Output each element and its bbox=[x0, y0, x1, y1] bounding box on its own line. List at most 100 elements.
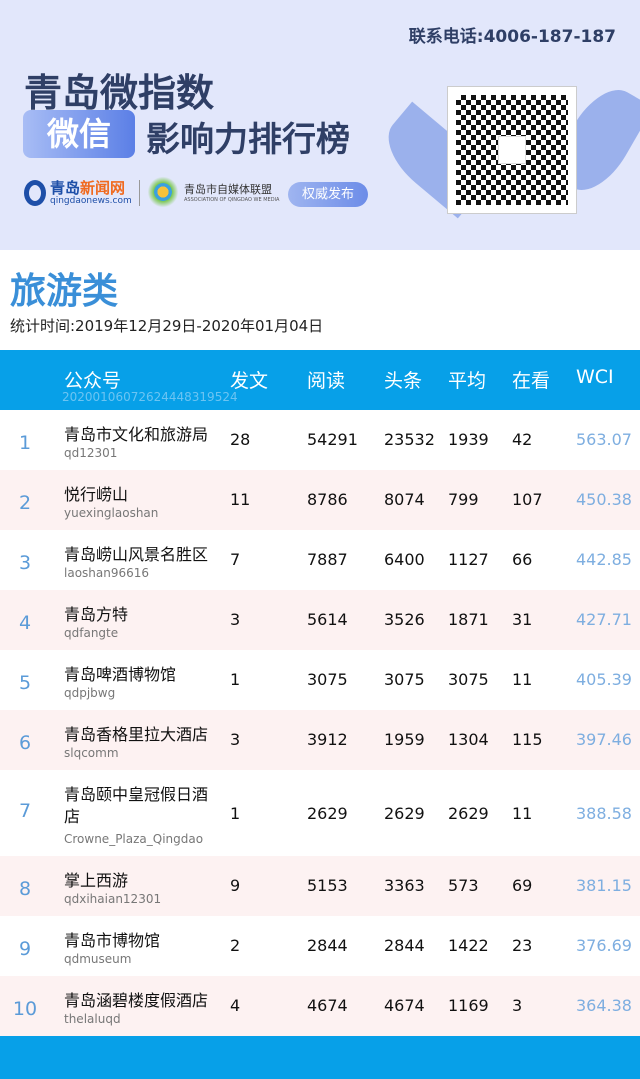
account-id: qdpjbwg bbox=[64, 686, 116, 700]
logo1-name-a: 青岛 bbox=[50, 178, 81, 197]
avg-reads: 1422 bbox=[448, 936, 489, 955]
likes: 66 bbox=[512, 550, 533, 569]
wci-score: 427.71 bbox=[576, 610, 632, 629]
rank: 2 bbox=[18, 492, 32, 514]
banner: 联系电话:4006-187-187 青岛微指数 微信 影响力排行榜 青岛新闻网 … bbox=[0, 0, 640, 250]
rank: 9 bbox=[18, 938, 32, 960]
account-id: thelaluqd bbox=[64, 1012, 121, 1026]
posts: 3 bbox=[230, 610, 241, 629]
posts: 28 bbox=[230, 430, 251, 449]
posts: 1 bbox=[230, 670, 241, 689]
rank: 3 bbox=[18, 552, 32, 574]
table-row: 3 青岛崂山风景名胜区 laoshan96616 7 7887 6400 112… bbox=[0, 530, 640, 590]
table-row: 9 青岛市博物馆 qdmuseum 2 2844 2844 1422 23 37… bbox=[0, 916, 640, 976]
avg-reads: 1127 bbox=[448, 550, 489, 569]
account-id: yuexinglaoshan bbox=[64, 506, 159, 520]
headline-reads: 2844 bbox=[384, 936, 425, 955]
table-row: 5 青岛啤酒博物馆 qdpjbwg 1 3075 3075 3075 11 40… bbox=[0, 650, 640, 710]
account-name: 青岛香格里拉大酒店 bbox=[64, 725, 209, 744]
logo2-en: ASSOCIATION OF QINGDAO WE MEDIA bbox=[184, 197, 280, 203]
stat-period: 统计时间:2019年12月29日-2020年01月04日 bbox=[10, 317, 324, 335]
category-title: 旅游类 bbox=[10, 271, 119, 312]
likes: 11 bbox=[512, 670, 533, 689]
account-name: 青岛崂山风景名胜区 bbox=[64, 545, 209, 564]
account-name: 青岛市文化和旅游局 bbox=[64, 425, 209, 444]
posts: 1 bbox=[230, 804, 241, 823]
col-avg: 平均 bbox=[448, 370, 487, 392]
phone-number: 联系电话:4006-187-187 bbox=[408, 27, 616, 47]
account-name: 掌上西游 bbox=[64, 871, 129, 890]
account-name: 青岛市博物馆 bbox=[64, 931, 161, 950]
avg-reads: 1939 bbox=[448, 430, 489, 449]
col-headline: 头条 bbox=[384, 370, 423, 392]
avg-reads: 799 bbox=[448, 490, 479, 509]
publish-badge: 权威发布 bbox=[288, 182, 368, 207]
posts: 2 bbox=[230, 936, 241, 955]
table-code: 20200106072624448319524 bbox=[62, 390, 238, 404]
avg-reads: 1304 bbox=[448, 730, 489, 749]
banner-subtitle: 影响力排行榜 bbox=[146, 120, 350, 160]
we-media-association-logo: 青岛市自媒体联盟 ASSOCIATION OF QINGDAO WE MEDIA bbox=[148, 176, 279, 208]
headline-reads: 23532 bbox=[384, 430, 435, 449]
reads: 8786 bbox=[307, 490, 348, 509]
reads: 4674 bbox=[307, 996, 348, 1015]
account-name: 青岛涵碧楼度假酒店 bbox=[64, 991, 209, 1010]
reads: 2844 bbox=[307, 936, 348, 955]
logo1-name-b: 新闻网 bbox=[80, 178, 126, 197]
table-row: 2 悦行崂山 yuexinglaoshan 11 8786 8074 799 1… bbox=[0, 470, 640, 530]
rank: 10 bbox=[12, 998, 38, 1020]
rank: 7 bbox=[18, 800, 32, 822]
reads: 54291 bbox=[307, 430, 358, 449]
logo2-name: 青岛市自媒体联盟 bbox=[184, 183, 272, 196]
wci-score: 405.39 bbox=[576, 670, 632, 689]
account-id: laoshan96616 bbox=[64, 566, 150, 580]
wci-score: 563.07 bbox=[576, 430, 632, 449]
posts: 3 bbox=[230, 730, 241, 749]
account-id: qd12301 bbox=[64, 446, 118, 460]
col-posts: 发文 bbox=[230, 370, 269, 392]
wci-score: 397.46 bbox=[576, 730, 632, 749]
likes: 11 bbox=[512, 804, 533, 823]
avg-reads: 1169 bbox=[448, 996, 489, 1015]
rank: 4 bbox=[18, 612, 32, 634]
headline-reads: 3363 bbox=[384, 876, 425, 895]
table-header: 公众号 发文 阅读 头条 平均 在看 WCI 20200106072624448… bbox=[0, 350, 640, 410]
headline-reads: 1959 bbox=[384, 730, 425, 749]
account-id: Crowne_Plaza_Qingdao bbox=[64, 832, 204, 846]
col-wci: WCI bbox=[576, 366, 614, 388]
likes: 42 bbox=[512, 430, 533, 449]
table-row: 4 青岛方特 qdfangte 3 5614 3526 1871 31 427.… bbox=[0, 590, 640, 650]
avg-reads: 573 bbox=[448, 876, 479, 895]
headline-reads: 4674 bbox=[384, 996, 425, 1015]
reads: 7887 bbox=[307, 550, 348, 569]
likes: 23 bbox=[512, 936, 533, 955]
rank: 8 bbox=[18, 878, 32, 900]
footer-bar bbox=[0, 1036, 640, 1079]
wci-score: 364.38 bbox=[576, 996, 632, 1015]
posts: 9 bbox=[230, 876, 241, 895]
headline-reads: 3526 bbox=[384, 610, 425, 629]
account-id: qdmuseum bbox=[64, 952, 132, 966]
account-name: 青岛啤酒博物馆 bbox=[64, 665, 177, 684]
account-name: 青岛方特 bbox=[64, 605, 129, 624]
account-name: 青岛颐中皇冠假日酒店 bbox=[64, 785, 209, 826]
headline-reads: 8074 bbox=[384, 490, 425, 509]
likes: 115 bbox=[512, 730, 543, 749]
col-likes: 在看 bbox=[512, 370, 551, 392]
avg-reads: 1871 bbox=[448, 610, 489, 629]
posts: 7 bbox=[230, 550, 241, 569]
qingdaonews-logo: 青岛新闻网 qingdaonews.com bbox=[24, 180, 132, 206]
likes: 107 bbox=[512, 490, 543, 509]
banner-title: 青岛微指数 bbox=[24, 70, 215, 115]
table-row: 1 青岛市文化和旅游局 qd12301 28 54291 23532 1939 … bbox=[0, 410, 640, 470]
qr-code bbox=[447, 86, 577, 214]
rank: 6 bbox=[18, 732, 32, 754]
table-row: 8 掌上西游 qdxihaian12301 9 5153 3363 573 69… bbox=[0, 856, 640, 916]
wci-score: 450.38 bbox=[576, 490, 632, 509]
reads: 2629 bbox=[307, 804, 348, 823]
likes: 3 bbox=[512, 996, 523, 1015]
qingdaonews-logo-icon bbox=[24, 180, 46, 206]
headline-reads: 6400 bbox=[384, 550, 425, 569]
reads: 3075 bbox=[307, 670, 348, 689]
rank: 5 bbox=[18, 672, 32, 694]
